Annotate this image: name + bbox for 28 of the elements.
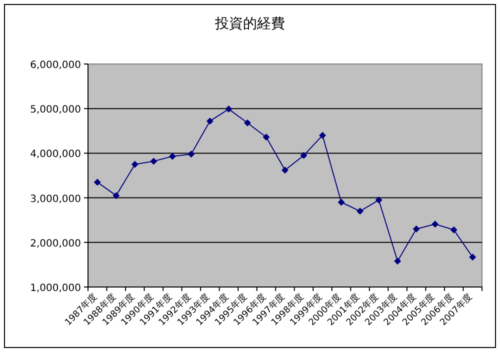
- point: [244, 119, 251, 126]
- point: [432, 220, 439, 228]
- y-tick-label: 2,000,000: [30, 238, 81, 250]
- point: [356, 208, 364, 215]
- point: [300, 152, 308, 159]
- point: [338, 198, 345, 206]
- point: [375, 196, 382, 204]
- point: [168, 152, 176, 160]
- point: [150, 158, 158, 165]
- point: [282, 166, 288, 174]
- y-tick-label: 5,000,000: [30, 104, 81, 116]
- point: [112, 192, 120, 200]
- chart-title: 投資的経費: [214, 16, 285, 32]
- y-tick-label: 6,000,000: [30, 60, 81, 71]
- y-tick-label: 4,000,000: [30, 149, 81, 160]
- point: [225, 106, 232, 113]
- point: [319, 132, 326, 139]
- y-tick-label: 1,000,000: [30, 283, 81, 294]
- point: [412, 226, 420, 233]
- y-tick-label: 3,000,000: [30, 194, 81, 205]
- point: [394, 258, 402, 265]
- point: [188, 150, 195, 158]
- point: [450, 226, 458, 234]
- point: [262, 134, 270, 141]
- point: [206, 118, 214, 125]
- point: [469, 254, 476, 261]
- point: [131, 160, 138, 168]
- point: [94, 178, 101, 186]
